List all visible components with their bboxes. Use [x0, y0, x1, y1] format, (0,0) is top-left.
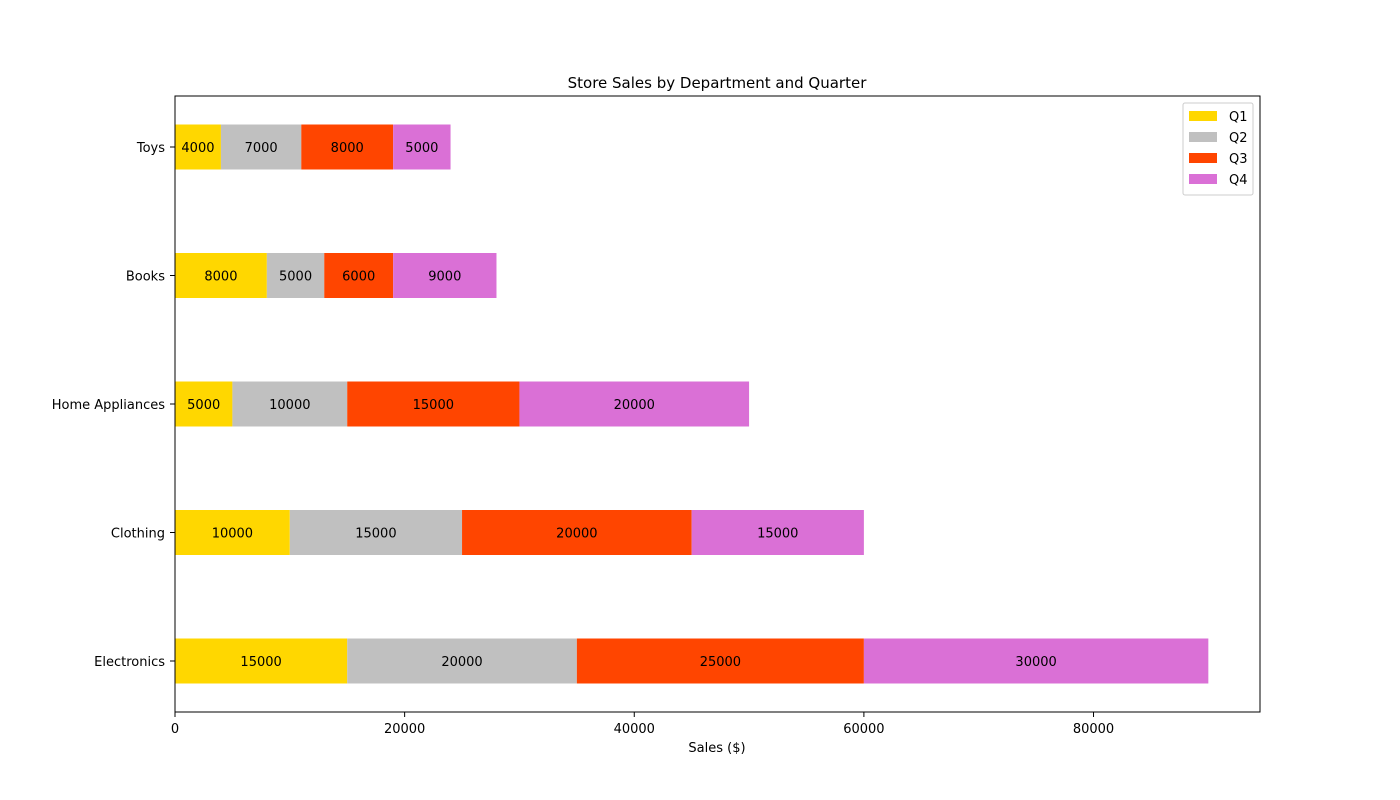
bar-electronics-q4 [863, 638, 1209, 684]
bar-toys-q3 [301, 124, 394, 170]
legend-label: Q3 [1229, 152, 1248, 167]
x-tick-label: 60000 [843, 722, 884, 737]
x-tick-label: 40000 [614, 722, 655, 737]
bar-toys-q1 [175, 124, 221, 170]
bar-toys-q2 [220, 124, 302, 170]
bar-clothing-q4 [691, 510, 864, 555]
bar-clothing-q2 [289, 510, 463, 555]
y-tick-label: Electronics [94, 655, 165, 670]
y-tick-label: Clothing [111, 527, 165, 542]
legend-swatch-q1 [1189, 111, 1217, 121]
bar-electronics-q1 [175, 638, 348, 684]
legend-label: Q2 [1229, 131, 1248, 146]
bar-value-label: 30000 [1015, 655, 1056, 670]
bar-value-label: 25000 [700, 655, 741, 670]
bar-value-label: 15000 [757, 527, 798, 542]
bar-value-label: 15000 [355, 527, 396, 542]
bar-value-label: 5000 [187, 398, 220, 413]
bar-electronics-q3 [576, 638, 864, 684]
bar-value-label: 6000 [342, 270, 375, 285]
y-axis: Electronics Clothing Home Appliances Books T… [52, 141, 175, 670]
bar-books-q1 [175, 253, 267, 298]
bar-value-label: 4000 [181, 141, 214, 156]
legend-swatch-q4 [1189, 174, 1217, 184]
y-tick-label: Home Appliances [52, 398, 165, 413]
bar-value-label: 10000 [212, 527, 253, 542]
bar-labels-group: 15000 20000 25000 30000 10000 15000 20000 15000… [181, 141, 1056, 670]
bar-clothing-q3 [462, 510, 692, 555]
legend-label: Q1 [1229, 110, 1248, 125]
bar-home-appliances-q2 [232, 381, 348, 427]
bar-books-q4 [393, 253, 497, 298]
x-tick-label: 0 [171, 722, 179, 737]
legend-box [1182, 102, 1254, 196]
x-axis-label: Sales ($) [688, 741, 745, 756]
y-tick-label: Toys [136, 141, 165, 156]
bar-home-appliances-q1 [175, 381, 233, 427]
bar-value-label: 5000 [279, 270, 312, 285]
bar-clothing-q1 [175, 510, 290, 555]
bar-home-appliances-q4 [519, 381, 750, 427]
legend-label: Q4 [1229, 173, 1248, 188]
legend-swatch-q3 [1189, 153, 1217, 163]
x-tick-label: 20000 [384, 722, 425, 737]
bar-value-label: 7000 [245, 141, 278, 156]
bar-toys-q4 [393, 124, 451, 170]
legend-swatch-q2 [1189, 132, 1217, 142]
bar-value-label: 15000 [413, 398, 454, 413]
bar-home-appliances-q3 [347, 381, 520, 427]
bars-group [175, 124, 1209, 684]
bar-value-label: 8000 [204, 270, 237, 285]
y-tick-label: Books [126, 270, 165, 285]
bar-value-label: 20000 [614, 398, 655, 413]
bar-value-label: 20000 [556, 527, 597, 542]
bar-books-q2 [266, 253, 325, 298]
bar-value-label: 8000 [331, 141, 364, 156]
bar-value-label: 15000 [240, 655, 281, 670]
bar-electronics-q2 [347, 638, 577, 684]
x-axis: 0 20000 40000 60000 80000 [171, 712, 1114, 737]
bar-value-label: 20000 [441, 655, 482, 670]
bar-value-label: 9000 [428, 270, 461, 285]
bar-books-q3 [324, 253, 394, 298]
bar-value-label: 10000 [269, 398, 310, 413]
chart-title: Store Sales by Department and Quarter [568, 74, 868, 92]
bar-value-label: 5000 [405, 141, 438, 156]
x-tick-label: 80000 [1073, 722, 1114, 737]
legend: Q1 Q2 Q3 Q4 [1182, 102, 1254, 196]
